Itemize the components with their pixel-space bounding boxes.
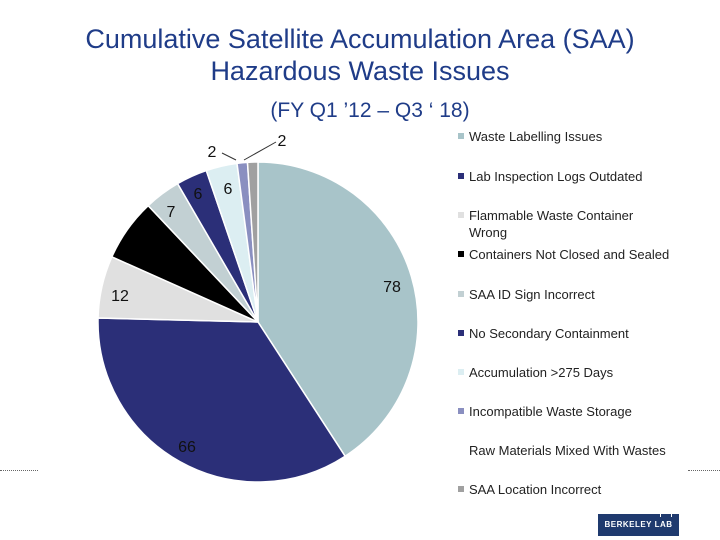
- berkeley-lab-logo: BERKELEY LAB: [598, 510, 679, 536]
- legend-swatch: [458, 369, 464, 375]
- data-label-accumulation-275-days: 6: [224, 181, 233, 198]
- leader-line-incompatible-waste-storage: [221, 152, 237, 161]
- legend-label: SAA Location Incorrect: [469, 482, 602, 497]
- legend-label: Accumulation >275 Days: [469, 365, 614, 380]
- legend-swatch: [458, 330, 464, 336]
- pie-slice-lab-inspection-logs-outdated: [97, 317, 347, 483]
- legend-label: Incompatible Waste Storage: [469, 404, 632, 419]
- legend-swatch: [458, 133, 464, 139]
- chart-subtitle: (FY Q1 ’12 – Q3 ‘ 18): [270, 99, 470, 122]
- legend-swatch: [458, 291, 464, 297]
- data-label-saa-location-incorrect: 2: [278, 133, 287, 150]
- legend-label: Lab Inspection Logs Outdated: [469, 169, 643, 184]
- legend-swatch: [458, 212, 464, 218]
- legend-label: Waste Labelling Issues: [469, 129, 603, 144]
- legend-label: Containers Not Closed and Sealed: [469, 247, 670, 262]
- logo-mark-icon: [660, 510, 672, 517]
- legend-label: Raw Materials Mixed With Wastes: [469, 443, 666, 458]
- chart-title-line-1: Cumulative Satellite Accumulation Area (…: [85, 24, 635, 54]
- legend-label: SAA ID Sign Incorrect: [469, 287, 595, 302]
- data-label-waste-labelling-issues: 78: [383, 279, 401, 296]
- pie-slice-saa-location-incorrect: [246, 161, 259, 323]
- logo-text: BERKELEY LAB: [604, 520, 673, 529]
- divider-right: [688, 470, 720, 471]
- leader-line-saa-location-incorrect: [243, 141, 277, 161]
- chart-title-line-2: Hazardous Waste Issues: [210, 56, 510, 86]
- data-label-flammable-waste-container-wrong: 12: [111, 288, 129, 305]
- legend-label: No Secondary Containment: [469, 326, 629, 341]
- data-label-lab-inspection-logs-outdated: 66: [178, 439, 196, 456]
- data-label-saa-id-sign-incorrect: 7: [167, 204, 176, 221]
- divider-left: [0, 470, 38, 471]
- legend-swatch: [458, 486, 464, 492]
- legend-swatch: [458, 173, 464, 179]
- legend-swatch: [458, 251, 464, 257]
- data-label-incompatible-waste-storage: 2: [208, 144, 217, 161]
- legend-label: Flammable Waste Container Wrong: [469, 208, 634, 240]
- legend-swatch: [458, 408, 464, 414]
- data-label-no-secondary-containment: 6: [194, 186, 203, 203]
